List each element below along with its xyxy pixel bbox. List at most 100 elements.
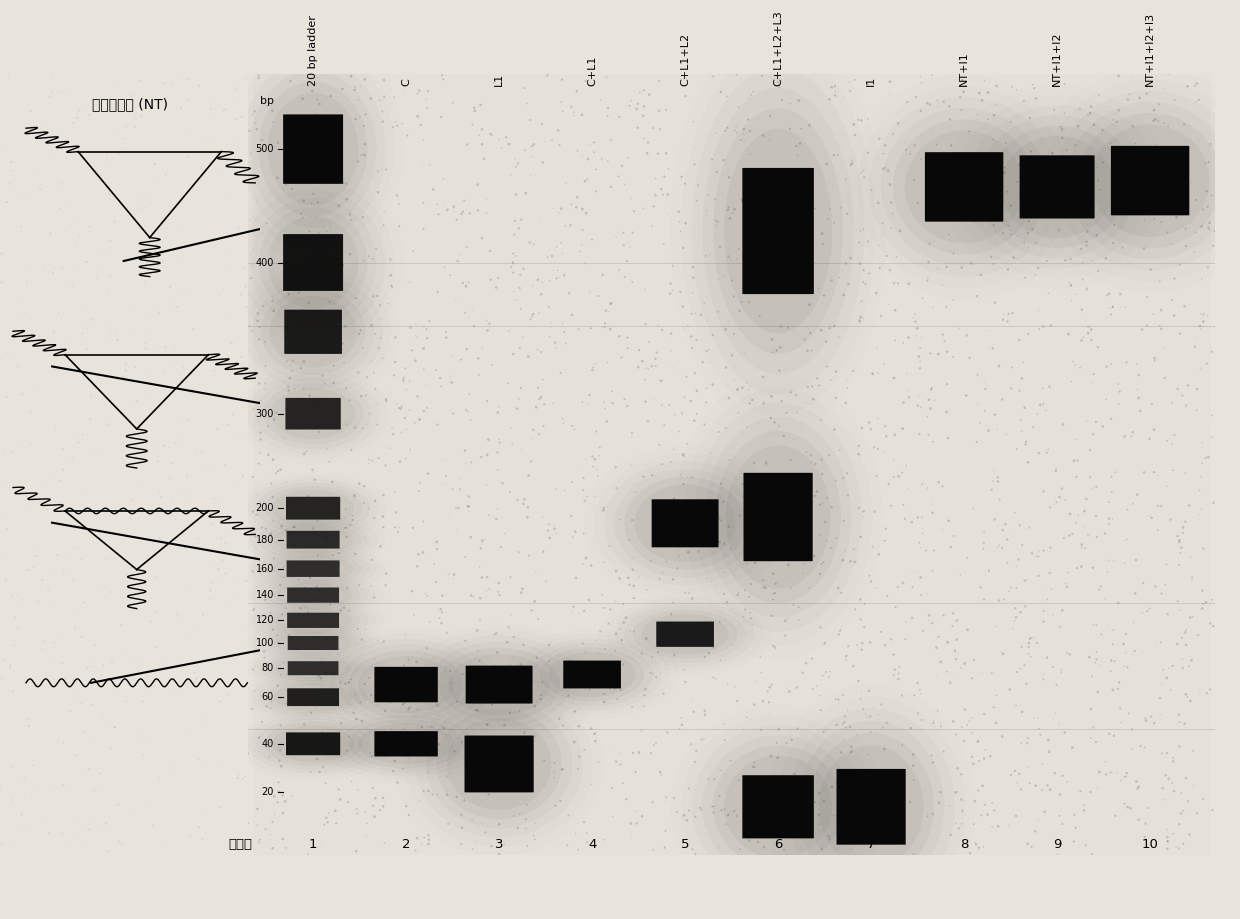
Point: [166, 607, 186, 621]
Point: [588, 462, 608, 477]
Point: [975, 526, 994, 540]
Point: [1016, 599, 1035, 614]
Point: [918, 809, 937, 823]
Point: [242, 271, 262, 286]
Point: [14, 821, 33, 835]
Point: [63, 673, 83, 687]
Point: [67, 601, 87, 616]
Point: [236, 279, 255, 294]
Point: [908, 706, 928, 720]
Point: [4, 638, 24, 652]
Point: [569, 322, 589, 336]
Point: [688, 177, 708, 192]
Point: [52, 442, 72, 457]
Point: [875, 533, 895, 548]
Point: [742, 220, 761, 234]
Point: [842, 740, 862, 754]
Point: [1073, 205, 1092, 220]
Point: [622, 745, 642, 760]
Point: [993, 307, 1013, 322]
Point: [150, 485, 170, 500]
Point: [113, 369, 133, 384]
Point: [336, 381, 356, 396]
Point: [311, 834, 331, 849]
Point: [663, 360, 683, 375]
Point: [868, 799, 888, 813]
Point: [498, 619, 518, 634]
Point: [650, 104, 670, 119]
Point: [143, 818, 162, 833]
Point: [278, 250, 298, 265]
Point: [873, 162, 893, 176]
Point: [967, 107, 987, 121]
Point: [848, 112, 868, 127]
Point: [987, 540, 1007, 555]
Point: [1054, 531, 1074, 546]
Point: [430, 611, 450, 626]
Point: [676, 675, 696, 689]
Point: [884, 370, 904, 385]
Point: [877, 429, 897, 444]
Point: [17, 97, 37, 112]
Point: [637, 146, 657, 161]
Point: [495, 766, 515, 781]
Point: [1006, 610, 1025, 625]
Point: [455, 443, 475, 458]
Point: [97, 145, 117, 160]
Point: [362, 318, 382, 333]
Point: [382, 420, 402, 435]
Point: [288, 509, 308, 524]
Point: [596, 677, 616, 692]
Point: [578, 834, 598, 849]
Point: [786, 388, 806, 403]
Point: [801, 343, 821, 357]
Point: [573, 222, 593, 237]
Point: [274, 228, 294, 243]
Point: [888, 469, 908, 483]
Point: [627, 120, 647, 135]
Point: [92, 375, 112, 390]
Point: [621, 191, 641, 206]
Point: [1022, 546, 1042, 561]
Point: [520, 235, 539, 250]
Point: [4, 347, 24, 362]
Point: [177, 414, 197, 428]
Point: [808, 817, 828, 832]
Point: [577, 489, 596, 504]
Point: [859, 569, 879, 584]
Point: [1019, 110, 1039, 125]
Point: [811, 378, 831, 392]
Point: [453, 204, 472, 219]
Point: [376, 578, 396, 593]
Point: [728, 382, 748, 397]
Point: [977, 323, 997, 338]
Point: [340, 517, 360, 532]
Point: [542, 249, 562, 264]
Point: [250, 445, 270, 460]
Point: [1149, 691, 1169, 706]
Point: [448, 254, 467, 268]
Point: [24, 163, 43, 177]
Point: [263, 490, 283, 505]
Point: [515, 725, 534, 740]
Point: [1043, 146, 1063, 161]
Point: [882, 195, 901, 210]
Point: [982, 665, 1002, 680]
Point: [249, 457, 269, 471]
Point: [830, 443, 849, 458]
Point: [347, 801, 367, 816]
Point: [1022, 840, 1042, 855]
Point: [464, 319, 484, 334]
Point: [650, 122, 670, 137]
Point: [682, 842, 702, 857]
Point: [851, 529, 870, 544]
Point: [1086, 529, 1106, 544]
Point: [317, 442, 337, 457]
Point: [490, 432, 510, 447]
Point: [98, 844, 118, 858]
Point: [564, 422, 584, 437]
Point: [826, 692, 846, 707]
Point: [936, 404, 956, 419]
Point: [985, 295, 1004, 310]
Point: [476, 584, 496, 598]
